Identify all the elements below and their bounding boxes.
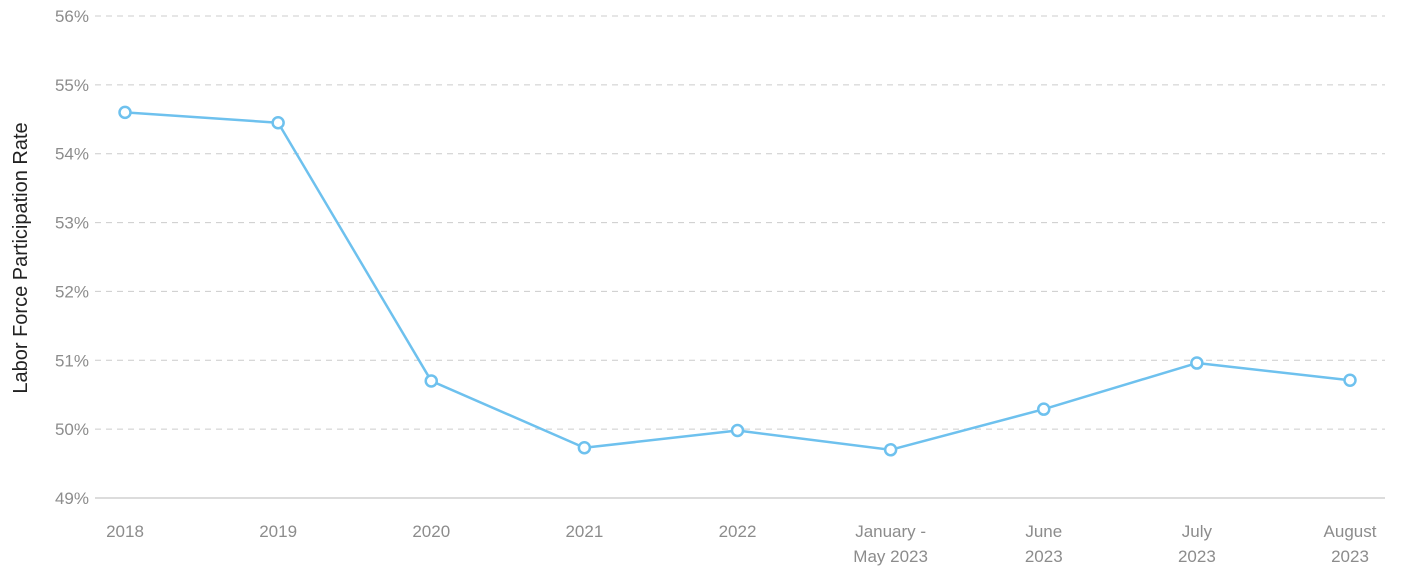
y-tick-label: 52% (55, 282, 89, 301)
x-tick-label-line: July (1182, 522, 1213, 541)
y-tick-label: 53% (55, 214, 89, 233)
x-tick-label: 2019 (259, 522, 297, 541)
y-tick-label: 54% (55, 145, 89, 164)
data-point (1343, 373, 1357, 388)
x-axis-ticks: 2018 2019 2020 2021 2022 January - May 2023 Jun… (106, 522, 1377, 566)
y-tick-label: 55% (55, 76, 89, 95)
x-tick-label-line: 2022 (719, 522, 757, 541)
x-tick-label: 2020 (412, 522, 450, 541)
data-point (118, 105, 132, 120)
x-tick-label-line: 2023 (1025, 547, 1063, 566)
y-axis-title: Labor Force Participation Rate (10, 122, 32, 393)
data-point (271, 115, 285, 130)
x-tick-label-line: 2020 (412, 522, 450, 541)
series-line-layer (123, 111, 1352, 452)
x-tick-label-line: 2018 (106, 522, 144, 541)
x-tick-label: 2021 (565, 522, 603, 541)
series-line (123, 111, 1352, 452)
y-axis-ticks: 49% 50% 51% 52% 53% 54% 55% 56% (55, 7, 89, 508)
x-tick-label: July 2023 (1178, 522, 1216, 566)
data-point (424, 374, 438, 388)
data-point (1190, 356, 1204, 370)
data-point (883, 443, 898, 457)
x-tick-label-line: June (1025, 522, 1062, 541)
data-point (730, 423, 745, 438)
y-tick-label: 51% (55, 351, 89, 370)
x-tick-label: January - May 2023 (853, 522, 928, 566)
data-point (577, 440, 592, 455)
y-tick-label: 50% (55, 420, 89, 439)
x-tick-label-line: 2023 (1331, 547, 1369, 566)
y-tick-label: 56% (55, 7, 89, 26)
x-tick-label: 2018 (106, 522, 144, 541)
y-tick-label: 49% (55, 489, 89, 508)
x-tick-label: 2022 (719, 522, 757, 541)
x-tick-label-line: August (1324, 522, 1377, 541)
x-tick-label-line: 2023 (1178, 547, 1216, 566)
x-tick-label: June 2023 (1025, 522, 1063, 566)
data-point-layer (118, 105, 1357, 457)
gridlines (95, 15, 1385, 499)
x-tick-label: August 2023 (1324, 522, 1377, 566)
x-tick-label-line: January - (855, 522, 926, 541)
x-tick-label-line: May 2023 (853, 547, 928, 566)
x-tick-label-line: 2021 (565, 522, 603, 541)
data-point (1037, 402, 1051, 416)
x-tick-label-line: 2019 (259, 522, 297, 541)
